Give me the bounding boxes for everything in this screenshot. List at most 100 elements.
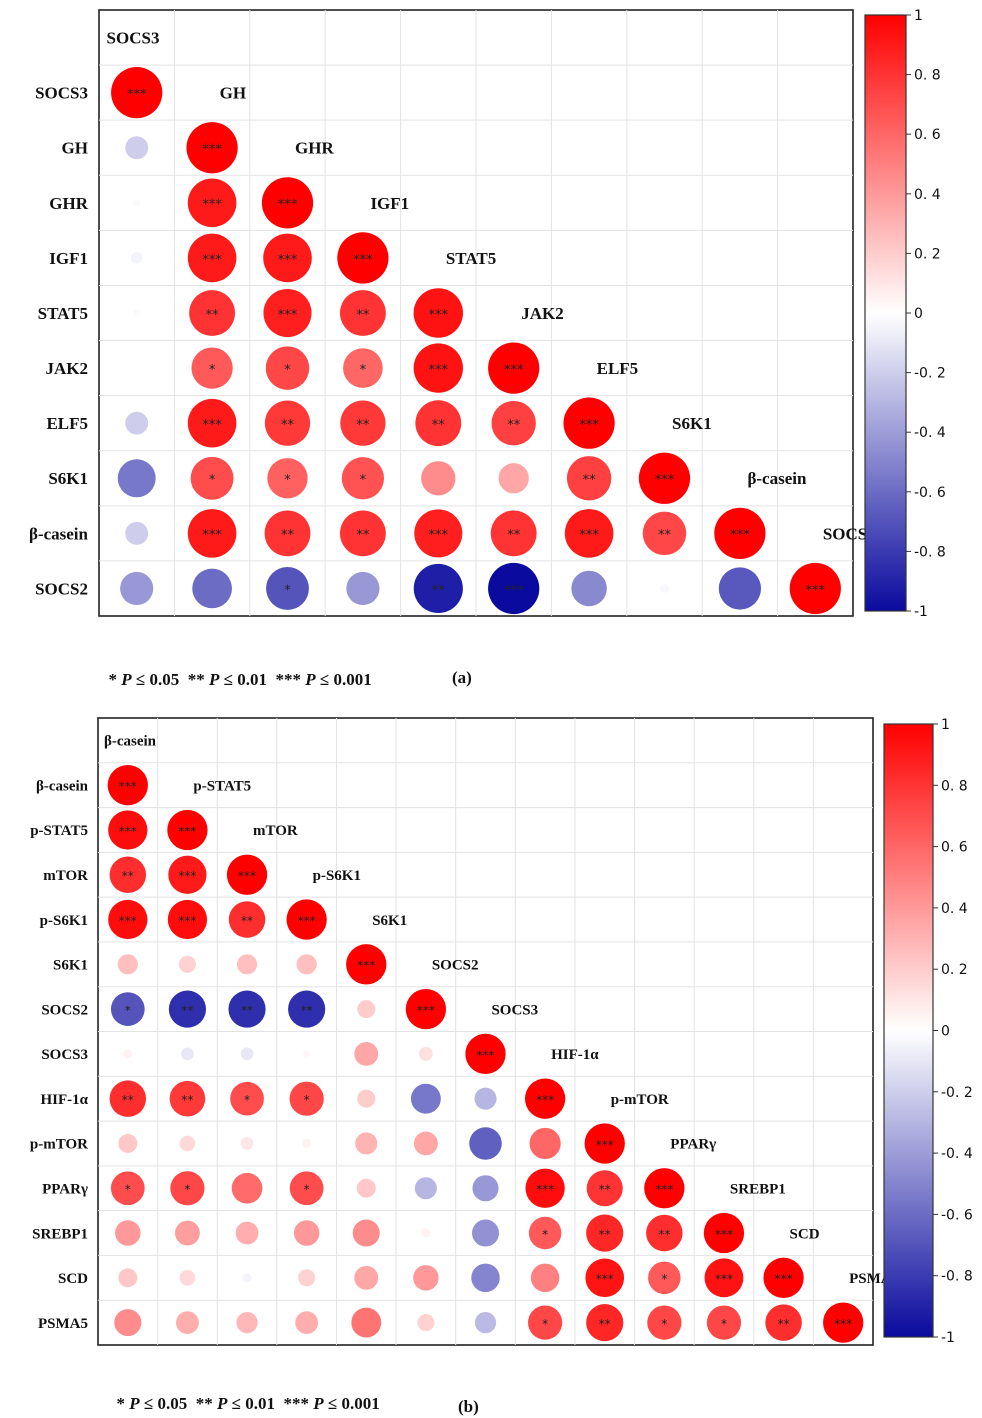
correlation-dot	[267, 458, 308, 499]
correlation-dot	[231, 1172, 263, 1204]
significance-stars: ***	[238, 869, 256, 883]
row-label: SREBP1	[32, 1226, 88, 1242]
significance-stars: ***	[202, 143, 222, 158]
significance-stars: *	[244, 1093, 250, 1107]
sig-p-1: P	[129, 1394, 140, 1413]
colorbar-tick-label: -0. 8	[914, 544, 946, 560]
significance-stars: ***	[429, 363, 449, 378]
correlation-dot	[286, 899, 327, 940]
diagonal-label: p-mTOR	[611, 1092, 669, 1108]
colorbar-tick-label: 1	[941, 717, 950, 733]
diagonal-label: ELF5	[597, 359, 639, 378]
correlation-dot	[192, 568, 232, 609]
significance-stars: **	[181, 1093, 193, 1107]
significance-stars: **	[356, 528, 370, 543]
correlation-dot	[179, 1135, 196, 1152]
diagonal-label: p-S6K1	[313, 868, 361, 884]
significance-stars: ***	[579, 528, 599, 543]
correlation-dot	[413, 563, 463, 614]
colorbar-tick-label: -0. 4	[914, 425, 946, 441]
correlation-dot	[823, 1302, 864, 1343]
correlation-dot	[228, 990, 266, 1028]
correlation-dot	[354, 1265, 379, 1290]
significance-stars: ***	[429, 308, 449, 323]
significance-stars: ***	[119, 824, 137, 838]
correlation-dot	[472, 1175, 499, 1202]
diagonal-label: SOCS3	[491, 1002, 538, 1018]
correlation-dot	[191, 347, 233, 389]
significance-stars: **	[599, 1227, 611, 1241]
correlation-dot	[648, 1261, 681, 1295]
significance-stars: ***	[417, 1004, 435, 1018]
correlation-dot	[414, 509, 463, 558]
significance-stars: **	[206, 308, 220, 323]
colorbar-tick-label: 0. 6	[914, 127, 941, 143]
correlation-dot	[357, 1000, 376, 1019]
colorbar-tick-label: -0. 2	[941, 1085, 973, 1101]
correlation-dot	[418, 1046, 433, 1061]
row-label: SCD	[58, 1271, 88, 1287]
correlation-dot	[170, 1171, 205, 1206]
sig-p-3: P	[313, 1394, 324, 1413]
significance-stars: ***	[278, 253, 298, 268]
correlation-dot	[563, 397, 615, 449]
sig-thresh-3: ≤ 0.001	[319, 670, 372, 689]
sig-stars-3: ***	[275, 670, 301, 689]
colorbar-tick-label: -0. 6	[941, 1207, 973, 1223]
correlation-dot	[413, 1265, 439, 1291]
correlation-dot	[417, 1314, 435, 1332]
correlation-dot	[529, 1127, 561, 1160]
correlation-dot	[120, 571, 154, 606]
row-label: HIF-1α	[40, 1092, 88, 1108]
correlation-dot	[354, 1041, 379, 1066]
correlation-dot	[263, 288, 312, 338]
correlation-dot	[263, 233, 312, 283]
significance-stars: **	[507, 418, 521, 433]
colorbar-tick-label: -0. 6	[914, 485, 946, 501]
significance-stars: *	[125, 1183, 131, 1197]
correlation-dot	[240, 1047, 254, 1061]
diagonal-label: SOCS2	[432, 958, 479, 974]
correlation-dot	[714, 507, 766, 559]
significance-stars: ***	[178, 914, 196, 928]
correlation-dot	[107, 765, 148, 806]
significance-stars: ***	[504, 363, 524, 378]
correlation-dot	[524, 1078, 566, 1119]
row-label: PPARγ	[42, 1182, 88, 1198]
significance-stars: **	[583, 473, 597, 488]
correlation-dot	[289, 1081, 324, 1116]
correlation-dot	[414, 1177, 437, 1200]
significance-stars: *	[360, 473, 367, 488]
correlation-dot	[133, 199, 141, 207]
significance-stars: ***	[655, 1183, 673, 1197]
correlation-dot	[179, 1270, 196, 1286]
correlation-dot	[226, 854, 268, 895]
row-label: GH	[62, 139, 88, 158]
correlation-dot	[765, 1304, 802, 1341]
significance-stars: ***	[806, 583, 826, 598]
correlation-dot	[488, 342, 540, 394]
significance-stars: *	[360, 363, 367, 378]
significance-stars: *	[661, 1317, 667, 1331]
correlation-dot	[571, 570, 607, 607]
correlation-dot	[125, 411, 149, 435]
diagonal-label: PPARγ	[670, 1137, 716, 1153]
significance-stars: *	[209, 473, 216, 488]
significance-stars: **	[356, 418, 370, 433]
correlation-dot	[421, 461, 456, 496]
sig-stars-2: **	[195, 1394, 213, 1413]
correlation-dot	[586, 1214, 624, 1252]
significance-stars: *	[284, 473, 291, 488]
significance-stars: ***	[429, 528, 449, 543]
correlation-dot	[465, 1033, 506, 1075]
significance-stars: **	[599, 1317, 611, 1331]
row-label: ELF5	[46, 414, 88, 433]
row-label: p-S6K1	[40, 913, 88, 929]
correlation-dot	[123, 1049, 133, 1059]
correlation-dot	[298, 1269, 316, 1287]
row-label: mTOR	[43, 868, 88, 884]
correlation-dot	[168, 990, 207, 1028]
significance-stars: **	[301, 1004, 313, 1018]
diagonal-label: JAK2	[521, 304, 564, 323]
significance-stars: ***	[477, 1048, 495, 1062]
